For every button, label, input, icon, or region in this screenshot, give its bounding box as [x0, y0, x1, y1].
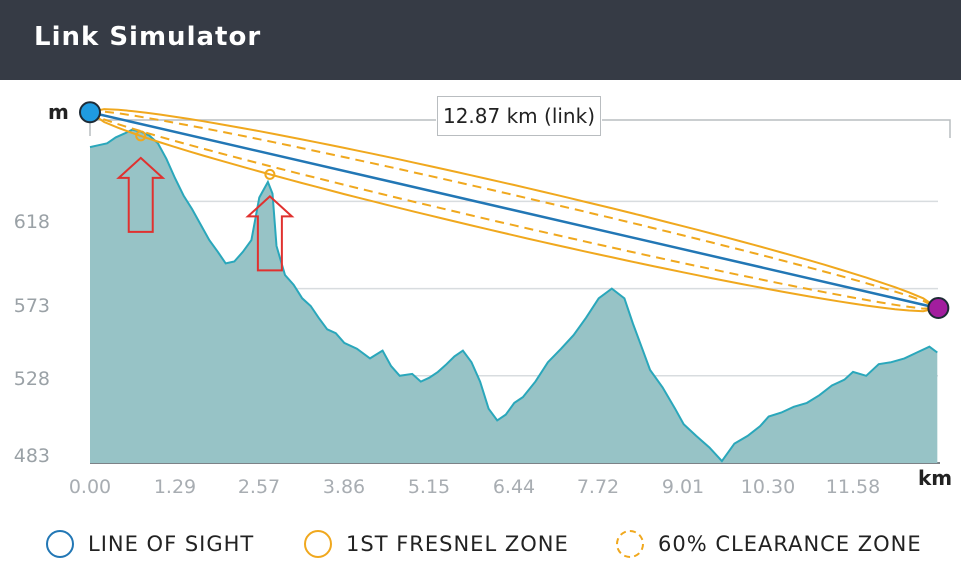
clearance-zone-dashed-circle-icon — [616, 530, 644, 558]
app-header: Link Simulator — [0, 0, 961, 80]
x-tick-label: 0.00 — [68, 476, 112, 498]
y-tick-label: 528 — [13, 368, 50, 390]
x-tick-label: 9.01 — [661, 476, 705, 498]
obstruction-arrow-icon — [116, 156, 166, 233]
legend-label-fresnel-zone: 1ST FRESNEL ZONE — [346, 532, 569, 556]
y-tick-label: 483 — [13, 445, 50, 467]
legend-line-of-sight[interactable]: LINE OF SIGHT — [46, 530, 254, 558]
chart-legend: LINE OF SIGHT 1ST FRESNEL ZONE 60% CLEAR… — [0, 520, 961, 576]
obstruction-point — [264, 168, 276, 180]
legend-clearance-zone[interactable]: 60% CLEARANCE ZONE — [616, 530, 922, 558]
clearance-zone-lower — [89, 111, 938, 310]
terrain-outline — [89, 128, 938, 463]
legend-label-line-of-sight: LINE OF SIGHT — [88, 532, 255, 556]
x-tick-label: 2.57 — [237, 476, 281, 498]
x-tick-label: 7.72 — [576, 476, 620, 498]
y-tick-label: 573 — [13, 295, 50, 317]
x-tick-label: 10.30 — [740, 476, 796, 498]
x-tick-label: 11.58 — [825, 476, 881, 498]
terrain-area — [90, 129, 938, 463]
x-tick-label: 1.29 — [153, 476, 197, 498]
x-tick-label: 5.15 — [407, 476, 451, 498]
app-title: Link Simulator — [34, 22, 262, 52]
obstruction-point — [135, 130, 147, 142]
end-node — [927, 296, 950, 319]
link-distance-label: 12.87 km (link) — [437, 96, 601, 136]
fresnel-zone-circle-icon — [304, 530, 332, 558]
x-tick-label: 6.44 — [492, 476, 536, 498]
y-tick-label: 618 — [13, 211, 50, 233]
obstruction-arrow-icon — [245, 195, 295, 272]
x-tick-label: 3.86 — [322, 476, 366, 498]
start-node — [79, 101, 101, 124]
line-of-sight-circle-icon — [46, 530, 74, 558]
clearance-zone-upper — [89, 110, 938, 309]
line-of-sight — [89, 111, 938, 310]
fresnel-zone-upper — [89, 108, 938, 309]
y-unit-label: m — [48, 100, 69, 124]
legend-fresnel-zone[interactable]: 1ST FRESNEL ZONE — [304, 530, 569, 558]
legend-label-clearance-zone: 60% CLEARANCE ZONE — [658, 532, 922, 556]
x-unit-label: km — [918, 466, 953, 490]
fresnel-zone-lower — [89, 111, 938, 313]
